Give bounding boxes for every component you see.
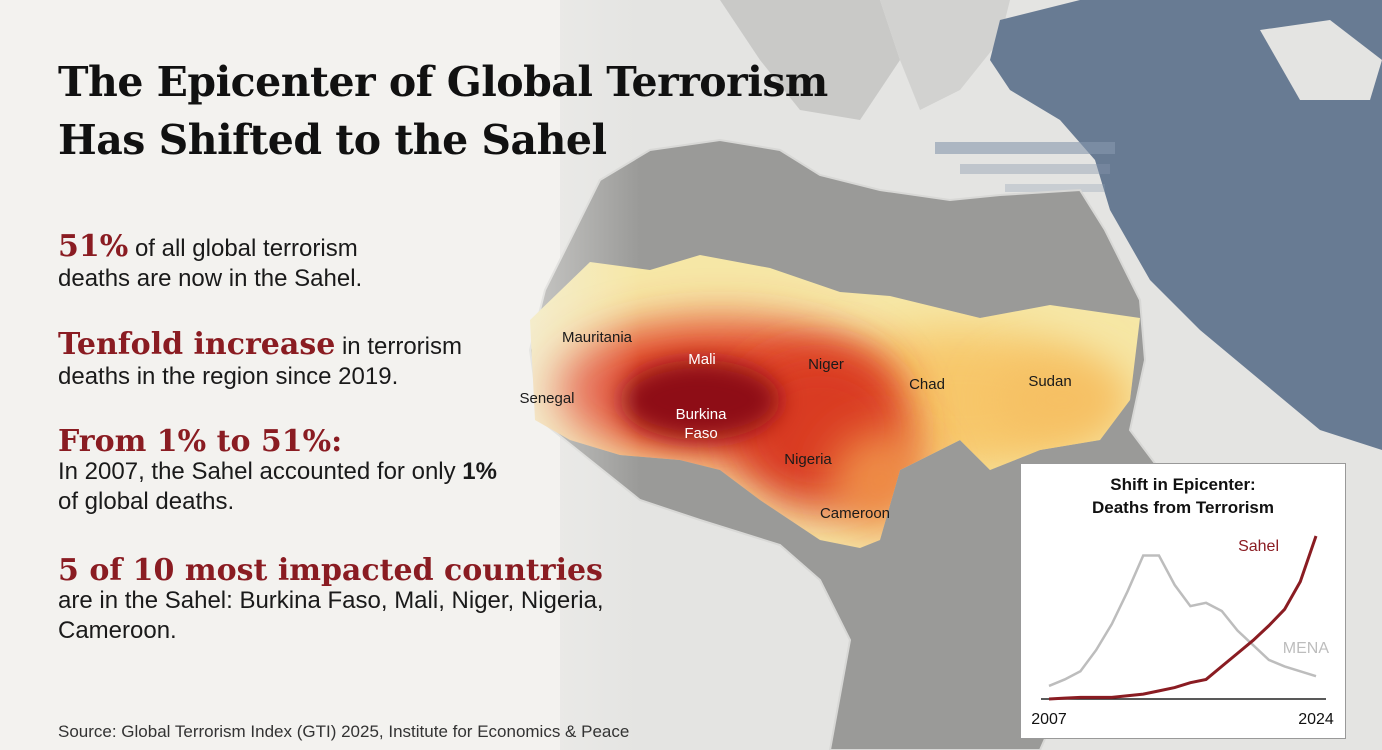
country-label: Mali — [688, 351, 716, 368]
country-label: Chad — [909, 376, 945, 393]
legend-label: MENA — [1283, 640, 1330, 657]
fade — [0, 0, 640, 750]
middle-east — [990, 0, 1382, 450]
stat-highlight: 5 of 10 most impacted countries — [58, 553, 603, 588]
stat-text: In 2007, the Sahel accounted for only — [58, 458, 456, 485]
stat: From 1% to 51%: In 2007, the Sahel accoun… — [58, 427, 508, 517]
stat-highlight: From 1% to 51%: — [58, 424, 343, 459]
country-label: Burkina — [676, 406, 728, 423]
x-tick-label: 2024 — [1298, 711, 1334, 728]
stat: 5 of 10 most impacted countries are in th… — [58, 556, 618, 646]
legend-label: Sahel — [1238, 538, 1279, 555]
source: Source: Global Terrorism Index (GTI) 202… — [58, 722, 630, 741]
country-label: Niger — [808, 356, 844, 373]
stat: Tenfold increase in terrorism deaths in … — [58, 330, 498, 392]
series-line — [1048, 554, 1317, 688]
country-label: Senegal — [519, 390, 574, 407]
stat-highlight: Tenfold increase — [58, 327, 336, 362]
inset-chart: Shift in Epicenter: Deaths from Terroris… — [1020, 463, 1346, 739]
stat-text: of global deaths. — [58, 488, 235, 515]
stripe — [935, 142, 1115, 154]
stripe — [1005, 184, 1105, 192]
country-label: Cameroon — [820, 505, 890, 522]
stat: 51% of all global terrorism deaths are n… — [58, 232, 408, 294]
chart-title: Deaths from Terrorism — [1092, 498, 1274, 517]
stat-text-bold: 1% — [462, 458, 497, 485]
stripe — [960, 164, 1110, 174]
country-label: Nigeria — [784, 451, 832, 468]
country-label: Mauritania — [562, 329, 633, 346]
stat-text: of all global terrorism deaths are now i… — [58, 235, 363, 292]
chart: Shift in Epicenter: Deaths from Terroris… — [1031, 475, 1334, 728]
caspian — [1260, 20, 1382, 100]
country-label: Sudan — [1028, 373, 1071, 390]
title: Has Shifted to the Sahel — [58, 116, 607, 164]
chart-title: Shift in Epicenter: — [1110, 475, 1255, 494]
stat-highlight: 51% — [58, 229, 129, 264]
x-tick-label: 2007 — [1031, 711, 1067, 728]
title: The Epicenter of Global Terrorism — [58, 58, 828, 106]
stat-text: are in the Sahel: Burkina Faso, Mali, Ni… — [58, 587, 604, 644]
europe — [720, 0, 900, 120]
balkans — [880, 0, 1010, 110]
series-line — [1048, 535, 1318, 701]
stat-text: in terrorism deaths in the region since … — [58, 333, 462, 390]
country-label: Faso — [684, 425, 717, 442]
